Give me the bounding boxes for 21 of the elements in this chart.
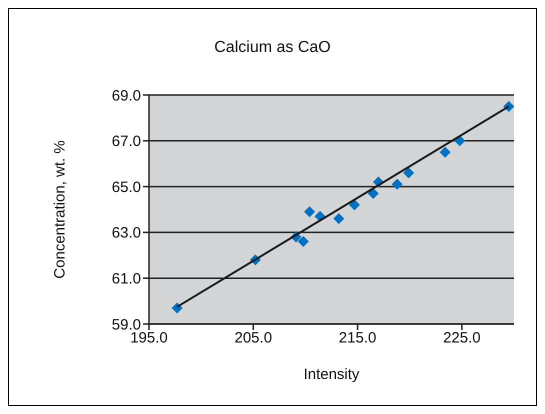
point [333,213,344,224]
y-tick-label: 63.0 [112,224,141,242]
x-tick-label: 225.0 [443,330,481,347]
x-axis-title: Intensity [304,366,360,383]
point [454,135,466,146]
point [298,236,309,248]
chart-title: Calcium as CaO [213,39,332,57]
y-axis-title: Concentration, wt. % [51,140,68,279]
y-tick-label: 69.0 [112,87,141,104]
point [172,302,183,314]
y-tick-label: 65.0 [112,178,141,196]
point [403,167,414,178]
point [440,146,451,158]
y-tick-label: 61.0 [112,270,141,288]
y-tick-label: 67.0 [112,133,141,150]
point [392,178,403,190]
point [348,199,360,210]
point [304,206,316,218]
x-tick-label: 215.0 [338,330,376,347]
x-tick-label: 205.0 [234,330,272,347]
point [368,188,379,199]
